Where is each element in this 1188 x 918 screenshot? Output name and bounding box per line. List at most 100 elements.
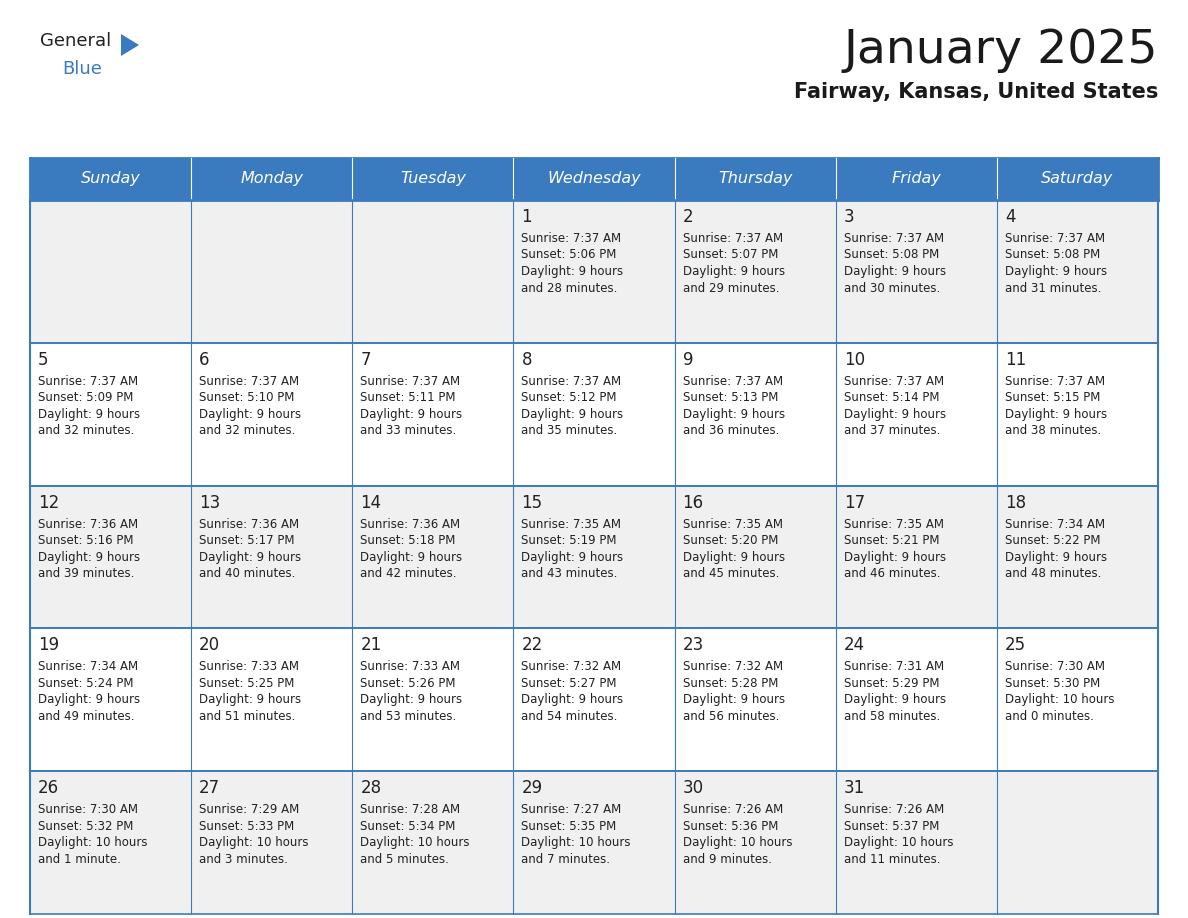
Text: Daylight: 9 hours: Daylight: 9 hours [1005, 551, 1107, 564]
Text: and 53 minutes.: and 53 minutes. [360, 710, 456, 722]
Text: 16: 16 [683, 494, 703, 511]
Text: and 51 minutes.: and 51 minutes. [200, 710, 296, 722]
Text: and 54 minutes.: and 54 minutes. [522, 710, 618, 722]
Text: Daylight: 10 hours: Daylight: 10 hours [200, 836, 309, 849]
Text: Sunset: 5:08 PM: Sunset: 5:08 PM [1005, 249, 1100, 262]
Text: Sunrise: 7:37 AM: Sunrise: 7:37 AM [683, 232, 783, 245]
Text: Thursday: Thursday [718, 172, 792, 186]
Text: Sunset: 5:12 PM: Sunset: 5:12 PM [522, 391, 617, 404]
Text: 31: 31 [843, 779, 865, 797]
Text: Daylight: 9 hours: Daylight: 9 hours [522, 551, 624, 564]
Text: and 11 minutes.: and 11 minutes. [843, 853, 940, 866]
Text: Sunrise: 7:36 AM: Sunrise: 7:36 AM [38, 518, 138, 531]
Text: and 32 minutes.: and 32 minutes. [200, 424, 296, 437]
Text: and 48 minutes.: and 48 minutes. [1005, 567, 1101, 580]
Text: 20: 20 [200, 636, 220, 655]
Text: Sunrise: 7:30 AM: Sunrise: 7:30 AM [38, 803, 138, 816]
Text: Sunrise: 7:30 AM: Sunrise: 7:30 AM [1005, 660, 1105, 674]
Text: 27: 27 [200, 779, 220, 797]
Text: Daylight: 9 hours: Daylight: 9 hours [843, 693, 946, 706]
Text: Sunset: 5:34 PM: Sunset: 5:34 PM [360, 820, 456, 833]
Text: 9: 9 [683, 351, 693, 369]
Text: Sunset: 5:20 PM: Sunset: 5:20 PM [683, 534, 778, 547]
Text: Sunrise: 7:31 AM: Sunrise: 7:31 AM [843, 660, 943, 674]
Text: Sunrise: 7:37 AM: Sunrise: 7:37 AM [843, 375, 943, 387]
Text: 23: 23 [683, 636, 703, 655]
Text: Sunset: 5:25 PM: Sunset: 5:25 PM [200, 677, 295, 690]
Text: Daylight: 9 hours: Daylight: 9 hours [1005, 265, 1107, 278]
Text: Daylight: 10 hours: Daylight: 10 hours [360, 836, 469, 849]
Text: Daylight: 9 hours: Daylight: 9 hours [360, 408, 462, 420]
Text: 14: 14 [360, 494, 381, 511]
Text: and 7 minutes.: and 7 minutes. [522, 853, 611, 866]
Text: and 28 minutes.: and 28 minutes. [522, 282, 618, 295]
Text: Sunset: 5:09 PM: Sunset: 5:09 PM [38, 391, 133, 404]
Text: Daylight: 9 hours: Daylight: 9 hours [683, 265, 785, 278]
Text: Sunrise: 7:36 AM: Sunrise: 7:36 AM [360, 518, 461, 531]
Text: January 2025: January 2025 [843, 28, 1158, 73]
Text: Sunrise: 7:34 AM: Sunrise: 7:34 AM [1005, 518, 1105, 531]
Text: 28: 28 [360, 779, 381, 797]
Bar [30, 486, 1158, 629]
Text: and 9 minutes.: and 9 minutes. [683, 853, 771, 866]
Text: Sunrise: 7:33 AM: Sunrise: 7:33 AM [200, 660, 299, 674]
Text: and 40 minutes.: and 40 minutes. [200, 567, 296, 580]
Text: Daylight: 9 hours: Daylight: 9 hours [200, 408, 302, 420]
Text: and 37 minutes.: and 37 minutes. [843, 424, 940, 437]
Text: Sunrise: 7:37 AM: Sunrise: 7:37 AM [38, 375, 138, 387]
Text: Sunset: 5:18 PM: Sunset: 5:18 PM [360, 534, 456, 547]
Text: Fairway, Kansas, United States: Fairway, Kansas, United States [794, 82, 1158, 102]
Text: 21: 21 [360, 636, 381, 655]
Text: and 45 minutes.: and 45 minutes. [683, 567, 779, 580]
Text: Daylight: 9 hours: Daylight: 9 hours [38, 408, 140, 420]
Text: Daylight: 9 hours: Daylight: 9 hours [683, 408, 785, 420]
Text: Daylight: 9 hours: Daylight: 9 hours [200, 693, 302, 706]
Text: 3: 3 [843, 208, 854, 226]
Text: Friday: Friday [891, 172, 941, 186]
Text: Sunrise: 7:26 AM: Sunrise: 7:26 AM [683, 803, 783, 816]
Text: Sunset: 5:19 PM: Sunset: 5:19 PM [522, 534, 617, 547]
Text: Daylight: 10 hours: Daylight: 10 hours [1005, 693, 1114, 706]
Text: Sunrise: 7:27 AM: Sunrise: 7:27 AM [522, 803, 621, 816]
Text: Sunset: 5:33 PM: Sunset: 5:33 PM [200, 820, 295, 833]
Text: 1: 1 [522, 208, 532, 226]
Text: Sunrise: 7:35 AM: Sunrise: 7:35 AM [683, 518, 783, 531]
Text: Sunset: 5:32 PM: Sunset: 5:32 PM [38, 820, 133, 833]
Text: Sunset: 5:13 PM: Sunset: 5:13 PM [683, 391, 778, 404]
Bar [30, 629, 1158, 771]
Text: Daylight: 9 hours: Daylight: 9 hours [522, 693, 624, 706]
Bar [30, 771, 1158, 914]
Text: and 31 minutes.: and 31 minutes. [1005, 282, 1101, 295]
Text: 13: 13 [200, 494, 221, 511]
Text: Daylight: 10 hours: Daylight: 10 hours [843, 836, 953, 849]
Text: Sunset: 5:36 PM: Sunset: 5:36 PM [683, 820, 778, 833]
Text: Daylight: 9 hours: Daylight: 9 hours [522, 265, 624, 278]
Text: and 42 minutes.: and 42 minutes. [360, 567, 456, 580]
Text: Daylight: 9 hours: Daylight: 9 hours [360, 551, 462, 564]
Bar [30, 342, 1158, 486]
Text: 26: 26 [38, 779, 59, 797]
Polygon shape [121, 34, 139, 56]
Text: and 1 minute.: and 1 minute. [38, 853, 121, 866]
Text: Daylight: 9 hours: Daylight: 9 hours [843, 265, 946, 278]
Bar [30, 200, 1158, 342]
Text: Sunrise: 7:32 AM: Sunrise: 7:32 AM [522, 660, 621, 674]
Text: Sunrise: 7:35 AM: Sunrise: 7:35 AM [522, 518, 621, 531]
Text: 19: 19 [38, 636, 59, 655]
Text: 8: 8 [522, 351, 532, 369]
Text: Sunset: 5:14 PM: Sunset: 5:14 PM [843, 391, 940, 404]
Text: Sunrise: 7:33 AM: Sunrise: 7:33 AM [360, 660, 460, 674]
Text: Saturday: Saturday [1042, 172, 1113, 186]
Text: Tuesday: Tuesday [400, 172, 466, 186]
Text: and 0 minutes.: and 0 minutes. [1005, 710, 1094, 722]
Text: Daylight: 9 hours: Daylight: 9 hours [843, 551, 946, 564]
Text: Sunset: 5:29 PM: Sunset: 5:29 PM [843, 677, 940, 690]
Text: and 33 minutes.: and 33 minutes. [360, 424, 456, 437]
Text: Monday: Monday [240, 172, 303, 186]
Text: Sunrise: 7:29 AM: Sunrise: 7:29 AM [200, 803, 299, 816]
Text: Sunset: 5:27 PM: Sunset: 5:27 PM [522, 677, 617, 690]
Text: Daylight: 9 hours: Daylight: 9 hours [38, 551, 140, 564]
Text: 22: 22 [522, 636, 543, 655]
Text: Sunrise: 7:37 AM: Sunrise: 7:37 AM [1005, 375, 1105, 387]
Text: Daylight: 9 hours: Daylight: 9 hours [38, 693, 140, 706]
